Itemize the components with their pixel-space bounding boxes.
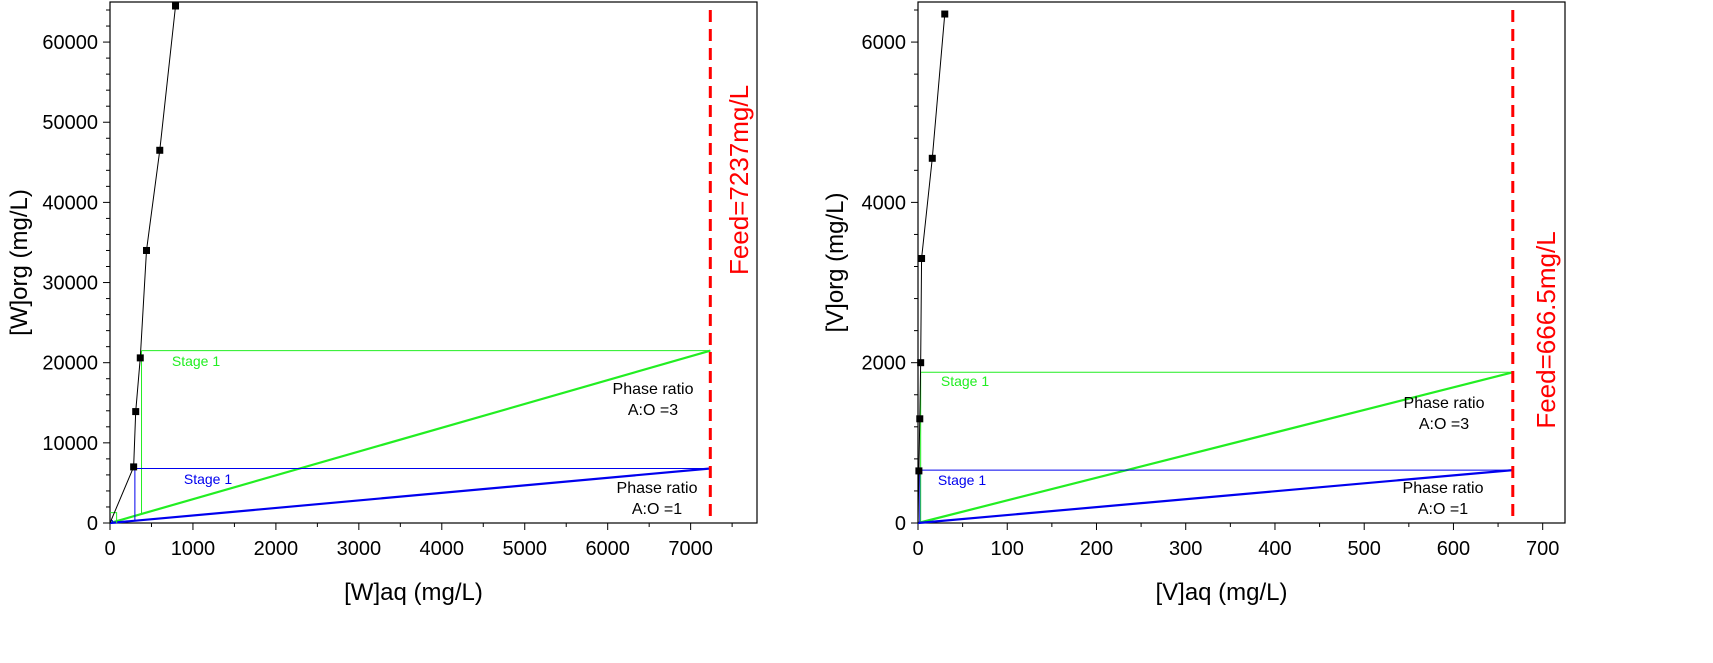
x-tick-label: 2000 xyxy=(254,538,299,560)
phase-ratio-value: A:O =3 xyxy=(628,402,678,419)
x-tick-label: 0 xyxy=(912,538,923,560)
y-tick-label: 6000 xyxy=(862,32,907,54)
stage-label: Stage 1 xyxy=(184,471,232,487)
y-axis-title: [V]org (mg/L) xyxy=(822,192,849,332)
y-tick-label: 50000 xyxy=(42,112,98,134)
chart-panel-2: 0 100 200 300 400 500 600 700 0 2000 4000 6000 [V]aq… xyxy=(822,1,1566,606)
operating-line-ao3 xyxy=(109,349,711,525)
x-tick-label: 700 xyxy=(1526,538,1559,560)
x-tick-label: 300 xyxy=(1169,538,1202,560)
stage-label: Stage 1 xyxy=(172,353,220,369)
stage-label: Stage 1 xyxy=(941,373,989,389)
operating-line-ao1 xyxy=(917,469,1513,525)
isotherm-line xyxy=(109,5,177,524)
isotherm-point xyxy=(172,2,180,10)
y-tick-label: 0 xyxy=(87,513,98,535)
x-tick-label: 0 xyxy=(104,538,115,560)
phase-ratio-value: A:O =1 xyxy=(632,501,682,518)
isotherm-point xyxy=(142,246,150,254)
x-tick-label: 1000 xyxy=(171,538,216,560)
y-tick-label: 2000 xyxy=(862,353,907,375)
phase-ratio-value: A:O =1 xyxy=(1418,501,1468,518)
x-tick-label: 5000 xyxy=(502,538,547,560)
isotherm-point xyxy=(132,408,140,416)
feed-label: Feed=7237mg/L xyxy=(724,85,754,275)
y-tick-label: 10000 xyxy=(42,433,98,455)
x-tick-label: 600 xyxy=(1437,538,1470,560)
phase-ratio-label: Phase ratio xyxy=(617,480,698,497)
x-tick-label: 500 xyxy=(1348,538,1381,560)
isotherm-point xyxy=(918,254,926,262)
isotherm-point xyxy=(915,467,923,475)
x-axis-title: [W]aq (mg/L) xyxy=(344,579,483,606)
isotherm-point xyxy=(916,415,924,423)
chart-panel-1: 0 1000 2000 3000 4000 5000 6000 7000 0 10000 20000… xyxy=(6,1,758,606)
y-tick-label: 4000 xyxy=(862,192,907,214)
y-tick-label: 60000 xyxy=(42,32,98,54)
isotherm-point xyxy=(917,359,925,367)
x-tick-label: 7000 xyxy=(668,538,713,560)
operating-line-ao1 xyxy=(109,467,711,525)
x-tick-label: 400 xyxy=(1258,538,1291,560)
isotherm-point xyxy=(130,463,138,471)
feed-label: Feed=666.5mg/L xyxy=(1531,231,1561,428)
x-tick-label: 200 xyxy=(1080,538,1113,560)
phase-ratio-value: A:O =3 xyxy=(1419,416,1469,433)
x-tick-label: 3000 xyxy=(337,538,382,560)
isotherm-point xyxy=(136,354,144,362)
y-tick-label: 30000 xyxy=(42,273,98,295)
x-tick-label: 100 xyxy=(991,538,1024,560)
x-tick-label: 6000 xyxy=(585,538,630,560)
y-tick-label: 40000 xyxy=(42,192,98,214)
y-tick-label: 20000 xyxy=(42,353,98,375)
isotherm-point xyxy=(928,154,936,162)
operating-line-ao3 xyxy=(917,371,1514,525)
stage-label: Stage 1 xyxy=(938,472,986,488)
plot-frame xyxy=(109,1,758,524)
small-stage-step xyxy=(110,512,118,523)
plot-frame xyxy=(917,1,1566,524)
y-tick-label: 0 xyxy=(895,513,906,535)
y-axis-title: [W]org (mg/L) xyxy=(6,189,33,336)
phase-ratio-label: Phase ratio xyxy=(1403,480,1484,497)
isotherm-point xyxy=(156,146,164,154)
phase-ratio-label: Phase ratio xyxy=(613,381,694,398)
phase-ratio-label: Phase ratio xyxy=(1404,395,1485,412)
x-axis-title: [V]aq (mg/L) xyxy=(1155,579,1287,606)
x-tick-label: 4000 xyxy=(420,538,465,560)
isotherm-point xyxy=(941,10,949,18)
isotherm-line xyxy=(917,13,946,524)
